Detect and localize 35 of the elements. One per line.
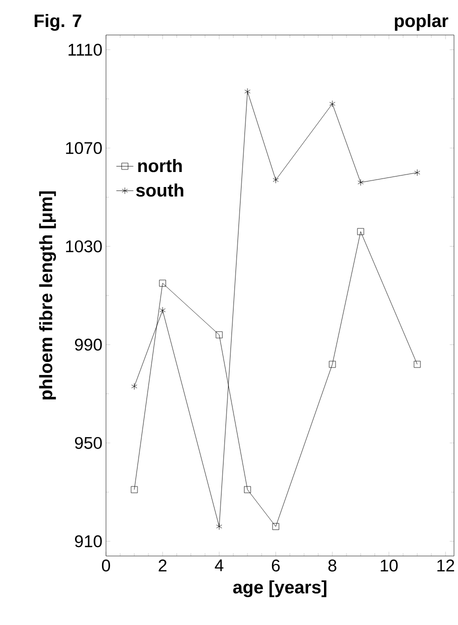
x-tick-label: 2 [158, 560, 166, 572]
point [244, 486, 251, 494]
point [244, 88, 250, 95]
chart-title: Fig. 7 [34, 14, 82, 31]
chart-subtitle: poplar [394, 14, 448, 31]
point [358, 179, 364, 186]
x-tick-label: 10 [380, 560, 398, 572]
x-tick-label: 0 [102, 560, 110, 572]
point [216, 523, 222, 530]
legend-label: south [136, 183, 184, 197]
x-tick-label: 12 [437, 560, 454, 572]
point [357, 228, 364, 235]
x-tick-label: 8 [328, 560, 336, 572]
point [329, 100, 336, 108]
y-tick-label: 910 [74, 535, 102, 548]
point [414, 169, 420, 176]
legend-label: north [138, 159, 182, 172]
y-tick-label: 1110 [68, 44, 102, 56]
y-tick-label: 1030 [66, 240, 102, 252]
y-tick-label: 950 [74, 436, 102, 449]
point [272, 523, 280, 530]
y-tick-label: 1070 [66, 142, 102, 154]
point [131, 383, 138, 390]
x-axis-title: age [years] [233, 580, 326, 598]
point [328, 360, 336, 368]
point [130, 486, 138, 494]
point [414, 360, 420, 368]
point [272, 176, 279, 184]
y-axis-title: phloem fibre length [μm] [39, 191, 56, 400]
point [159, 306, 166, 314]
y-tick-label: 990 [74, 338, 102, 351]
point [216, 331, 222, 338]
x-tick-label: 4 [214, 560, 224, 572]
x-tick-label: 6 [272, 560, 280, 572]
point [159, 280, 166, 287]
